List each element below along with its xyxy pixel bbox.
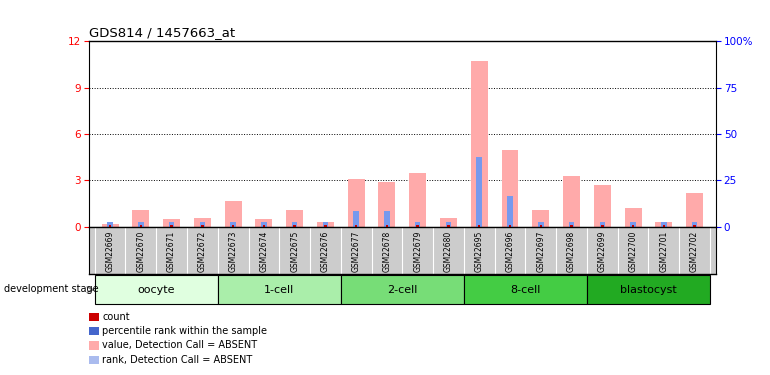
Bar [447, 225, 450, 227]
Text: count: count [102, 312, 130, 322]
Text: GSM22671: GSM22671 [167, 231, 176, 272]
Text: GDS814 / 1457663_at: GDS814 / 1457663_at [89, 26, 235, 39]
Text: blastocyst: blastocyst [620, 285, 677, 295]
Bar [348, 179, 365, 227]
Bar [263, 225, 265, 227]
Bar [199, 222, 205, 227]
Bar [594, 185, 611, 227]
Bar [132, 210, 149, 227]
Text: GSM22675: GSM22675 [290, 231, 300, 272]
Bar [600, 222, 605, 227]
Text: GSM22696: GSM22696 [505, 231, 514, 272]
Bar [417, 225, 419, 227]
Bar [353, 211, 359, 227]
Text: GSM22673: GSM22673 [229, 231, 238, 272]
Bar [662, 225, 665, 227]
Text: 8-cell: 8-cell [511, 285, 541, 295]
Bar [201, 225, 203, 227]
Bar [478, 225, 480, 227]
Text: percentile rank within the sample: percentile rank within the sample [102, 326, 267, 336]
Bar [631, 222, 636, 227]
FancyBboxPatch shape [464, 275, 587, 304]
Text: GSM22702: GSM22702 [690, 231, 699, 272]
Bar [632, 225, 634, 227]
Bar [324, 225, 326, 227]
FancyBboxPatch shape [95, 275, 218, 304]
Bar [232, 225, 234, 227]
Text: GSM22701: GSM22701 [659, 231, 668, 272]
Bar [507, 196, 513, 227]
Bar [386, 225, 388, 227]
Bar [693, 225, 696, 227]
Bar [293, 225, 296, 227]
Bar [501, 150, 518, 227]
Bar [323, 222, 328, 227]
Text: GSM22700: GSM22700 [628, 231, 638, 272]
Bar [169, 222, 174, 227]
Bar [446, 222, 451, 227]
FancyBboxPatch shape [341, 275, 464, 304]
Bar [261, 222, 266, 227]
Bar [477, 157, 482, 227]
Text: GSM22695: GSM22695 [475, 231, 484, 272]
Text: GSM22672: GSM22672 [198, 231, 207, 272]
Bar [409, 173, 426, 227]
Bar [107, 222, 113, 227]
Bar [317, 222, 334, 227]
Bar [139, 225, 142, 227]
Bar [538, 222, 544, 227]
Text: GSM22698: GSM22698 [567, 231, 576, 272]
Text: GSM22699: GSM22699 [598, 231, 607, 272]
Bar [194, 217, 211, 227]
Bar [661, 222, 667, 227]
Bar [286, 210, 303, 227]
Text: GSM22677: GSM22677 [352, 231, 360, 272]
Text: value, Detection Call = ABSENT: value, Detection Call = ABSENT [102, 340, 257, 350]
Bar [138, 222, 144, 227]
Bar [624, 209, 641, 227]
Bar [601, 225, 604, 227]
Bar [170, 225, 172, 227]
Bar [355, 225, 357, 227]
FancyBboxPatch shape [218, 275, 341, 304]
Bar [655, 222, 672, 227]
Bar [440, 217, 457, 227]
Bar [509, 225, 511, 227]
Bar [540, 225, 542, 227]
Text: GSM22676: GSM22676 [321, 231, 330, 272]
Text: GSM22670: GSM22670 [136, 231, 146, 272]
Bar [686, 193, 703, 227]
Text: 2-cell: 2-cell [387, 285, 417, 295]
Bar [379, 182, 396, 227]
FancyBboxPatch shape [587, 275, 710, 304]
Text: development stage: development stage [4, 285, 99, 294]
Text: rank, Detection Call = ABSENT: rank, Detection Call = ABSENT [102, 355, 253, 364]
Bar [225, 201, 242, 227]
Text: GSM22669: GSM22669 [105, 231, 115, 272]
Bar [109, 225, 112, 227]
Text: GSM22674: GSM22674 [259, 231, 269, 272]
Bar [292, 222, 297, 227]
Bar [230, 222, 236, 227]
Text: 1-cell: 1-cell [264, 285, 294, 295]
Text: GSM22679: GSM22679 [413, 231, 422, 272]
Text: GSM22680: GSM22680 [444, 231, 453, 272]
Text: GSM22697: GSM22697 [536, 231, 545, 272]
Text: GSM22678: GSM22678 [383, 231, 391, 272]
Bar [691, 222, 698, 227]
Bar [563, 176, 580, 227]
Bar [569, 222, 574, 227]
Bar [470, 62, 487, 227]
Bar [102, 224, 119, 227]
Text: oocyte: oocyte [138, 285, 175, 295]
Bar [571, 225, 573, 227]
Bar [415, 222, 420, 227]
Bar [384, 211, 390, 227]
Bar [256, 219, 273, 227]
Bar [163, 219, 180, 227]
Bar [532, 210, 549, 227]
